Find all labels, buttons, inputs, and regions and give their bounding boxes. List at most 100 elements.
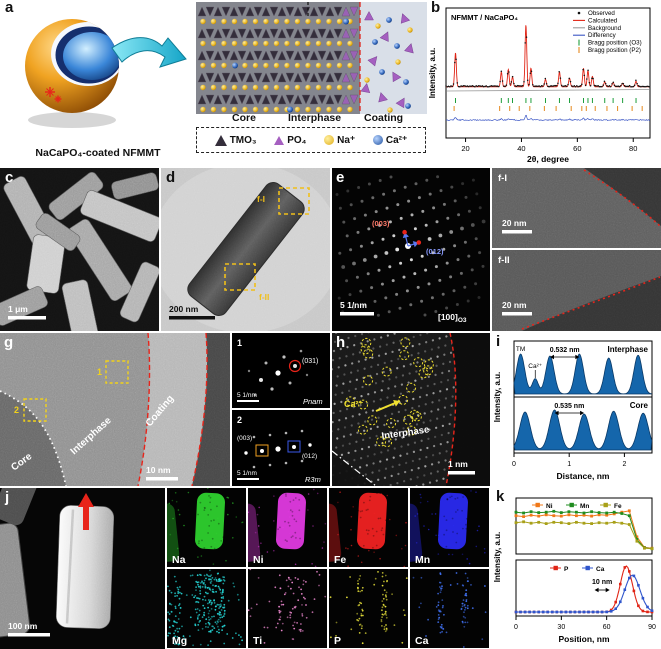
svg-text:Position, nm: Position, nm bbox=[559, 634, 610, 644]
svg-text:Fe: Fe bbox=[614, 503, 622, 510]
svg-text:Intensity, a.u.: Intensity, a.u. bbox=[428, 48, 437, 99]
legend-na-label: Na⁺ bbox=[337, 134, 356, 146]
svg-text:Bragg position (P2): Bragg position (P2) bbox=[588, 47, 641, 54]
ca-site-circle bbox=[357, 424, 368, 435]
core-shell-schematic bbox=[25, 19, 187, 128]
atomic-structure-schematic bbox=[196, 2, 427, 114]
eds-map-P: P bbox=[329, 569, 408, 648]
scale-bar bbox=[340, 312, 374, 316]
scale-bar-label: 10 nm bbox=[146, 465, 171, 475]
panel-g-label: g bbox=[4, 334, 14, 351]
hrtem-f2-image: f-II 20 nm bbox=[492, 250, 661, 331]
svg-text:1: 1 bbox=[237, 338, 242, 348]
svg-text:Bragg position (O3): Bragg position (O3) bbox=[588, 40, 642, 47]
svg-text:f-I: f-I bbox=[257, 194, 265, 204]
svg-text:0: 0 bbox=[514, 624, 518, 631]
ca-sphere-icon bbox=[372, 135, 383, 145]
structure-region-labels: Core Interphase Coating bbox=[196, 112, 427, 126]
svg-text:R3m: R3m bbox=[305, 475, 321, 484]
legend-ca-label: Ca²⁺ bbox=[385, 134, 408, 146]
ca-site-circle bbox=[406, 382, 417, 393]
svg-text:TM: TM bbox=[516, 346, 525, 353]
svg-text:60: 60 bbox=[603, 624, 611, 631]
svg-text:(003): (003) bbox=[372, 219, 390, 228]
scale-bar bbox=[146, 477, 178, 481]
svg-text:Core: Core bbox=[630, 401, 649, 410]
eds-map-Ni: Ni bbox=[248, 488, 327, 567]
tem-image: f-I f-II 200 nm bbox=[161, 168, 330, 331]
svg-text:2: 2 bbox=[622, 461, 626, 468]
svg-text:0: 0 bbox=[512, 461, 516, 468]
scale-bar-label: 5 1/nm bbox=[340, 300, 367, 310]
svg-text:Distance, nm: Distance, nm bbox=[557, 471, 610, 481]
svg-text:Interphase: Interphase bbox=[608, 345, 649, 354]
stem-image: 100 nm bbox=[0, 488, 165, 649]
eds-map-Mg: Mg bbox=[167, 569, 246, 648]
panel-k-label: k bbox=[496, 488, 505, 505]
svg-text:(012): (012) bbox=[426, 247, 444, 256]
svg-text:5 1/nm: 5 1/nm bbox=[237, 470, 257, 477]
scale-bar bbox=[448, 471, 475, 475]
svg-text:Ca: Ca bbox=[596, 566, 605, 573]
svg-text:Intensity, a.u.: Intensity, a.u. bbox=[493, 532, 502, 583]
na-sphere-icon bbox=[324, 135, 335, 145]
region-core-label: Core bbox=[232, 112, 256, 124]
svg-text:f-II: f-II bbox=[259, 292, 269, 302]
saed-pattern: (003)(012)5 1/nm[100]O3 bbox=[332, 168, 490, 331]
svg-text:Ni: Ni bbox=[546, 503, 553, 510]
transform-arrow-icon bbox=[111, 37, 187, 68]
ca-site-circle bbox=[423, 359, 434, 370]
panel-b-label: b bbox=[431, 0, 441, 16]
svg-text:40: 40 bbox=[517, 144, 525, 153]
eds-element-label: Mn bbox=[415, 554, 430, 566]
svg-text:(003): (003) bbox=[237, 435, 252, 442]
structure-legend: TMO₃ PO₄ Na⁺ Ca²⁺ bbox=[196, 127, 426, 153]
roi-box-f2 bbox=[224, 263, 256, 291]
ca-site-circle bbox=[386, 418, 397, 429]
panel-a-caption: NaCaPO₄-coated NFMMT bbox=[35, 147, 161, 159]
svg-text:NFMMT / NaCaPO₄: NFMMT / NaCaPO₄ bbox=[451, 13, 518, 22]
scale-bar-label: 1 μm bbox=[8, 304, 28, 314]
tmo3-triangle-icon bbox=[214, 134, 227, 146]
roi-box-2 bbox=[23, 398, 47, 422]
ca-site-circle bbox=[399, 350, 410, 361]
fft-inset-2: (003) (012) 2 5 1/nm R3m bbox=[232, 410, 330, 486]
region-interphase-label: Interphase bbox=[288, 112, 342, 124]
scale-bar bbox=[502, 312, 532, 316]
svg-text:60: 60 bbox=[573, 144, 581, 153]
svg-text:(031): (031) bbox=[302, 358, 318, 365]
svg-text:1: 1 bbox=[567, 461, 571, 468]
svg-text:f-II: f-II bbox=[498, 255, 510, 266]
eds-element-label: Ca bbox=[415, 635, 429, 647]
ca-site-circle bbox=[376, 436, 387, 447]
svg-text:Observed: Observed bbox=[588, 10, 615, 17]
panel-d-label: d bbox=[166, 169, 176, 186]
scale-bar-label: 20 nm bbox=[502, 218, 527, 228]
hrtem-f1-image: f-I 20 nm bbox=[492, 168, 661, 248]
svg-text:Ca²⁺: Ca²⁺ bbox=[528, 363, 542, 370]
svg-text:Background: Background bbox=[588, 25, 622, 32]
eds-map-Mn: Mn bbox=[410, 488, 489, 567]
svg-text:2: 2 bbox=[237, 415, 242, 425]
eds-rod bbox=[438, 492, 468, 550]
scale-bar-label: 1 nm bbox=[448, 459, 468, 469]
scale-bar bbox=[169, 316, 215, 320]
ca-site-circle bbox=[413, 357, 424, 368]
eds-linescan-chart: Ni Mn Fe P Ca 10 nm 0 30 60 90 Position, nm Intensi… bbox=[493, 497, 656, 644]
panel-j-label: j bbox=[5, 489, 10, 506]
region-coating-label: Coating bbox=[364, 112, 404, 124]
sem-image: 1 μm bbox=[0, 168, 159, 331]
scale-bar-label: 20 nm bbox=[502, 300, 527, 310]
svg-text:20: 20 bbox=[461, 144, 469, 153]
svg-text:30: 30 bbox=[557, 624, 565, 631]
eds-rod bbox=[276, 492, 306, 550]
svg-text:2: 2 bbox=[14, 405, 19, 415]
svg-text:10 nm: 10 nm bbox=[592, 579, 612, 586]
panel-a-label: a bbox=[5, 0, 14, 16]
xrd-chart: NFMMT / NaCaPO₄ ObservedCalculatedBackgro… bbox=[428, 7, 651, 164]
svg-text:Mn: Mn bbox=[580, 503, 589, 510]
svg-text:5 1/nm: 5 1/nm bbox=[237, 392, 257, 399]
eds-element-label: Na bbox=[172, 554, 186, 566]
svg-text:Pnam: Pnam bbox=[303, 397, 323, 406]
eds-map-grid: Na Ni Fe Mn Mg Ti P Ca bbox=[167, 488, 490, 648]
